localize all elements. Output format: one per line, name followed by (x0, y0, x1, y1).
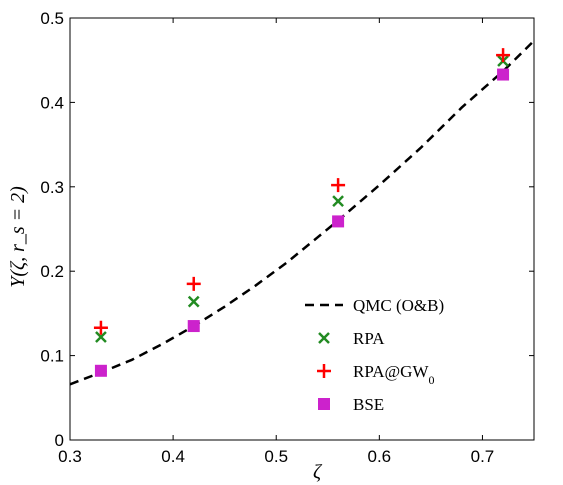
point-rpa (95, 331, 107, 343)
y-tick-label: 0.4 (40, 93, 64, 112)
legend-swatch-rpa-gw (317, 364, 331, 378)
plot-axes (69, 17, 535, 441)
legend-swatch-stroke-b (318, 332, 330, 344)
x-tick-label: 0.5 (264, 447, 288, 466)
point-rpa (187, 295, 200, 308)
point-bse (187, 320, 200, 333)
x-tick-label: 0.3 (58, 447, 82, 466)
point-rpa-stroke-b (95, 331, 107, 343)
legend-label-rpa: RPA (353, 329, 385, 348)
point-rpa-gw (186, 276, 201, 291)
x-tick-label: 0.4 (161, 447, 185, 466)
series-line-qmc-o-b (70, 39, 534, 386)
x-tick-label: 0.6 (368, 447, 392, 466)
tick-labels: 0.3 0.4 0.5 0.6 0.7 0 0.1 0.2 0.3 0.4 0.5 (40, 9, 494, 466)
legend-label-bse: BSE (353, 395, 384, 414)
point-rpa-gw (93, 320, 108, 335)
x-axis-label: ζ (313, 461, 323, 483)
point-rpa-stroke-b (332, 195, 344, 208)
x-tick-label: 0.7 (471, 447, 495, 466)
point-bse (497, 68, 510, 81)
y-axis-label: Υ(ζ, r_s = 2) (7, 186, 29, 288)
legend-label-rpa-gw: RPA@GW0 (353, 362, 435, 387)
y-tick-label: 0.3 (40, 178, 64, 197)
legend-swatch-rpa (318, 332, 330, 344)
point-bse (332, 215, 345, 228)
y-tick-label: 0 (55, 431, 64, 450)
legend-label-subscript: 0 (429, 373, 435, 387)
plot-frame (69, 17, 535, 441)
point-rpa-stroke-b (187, 295, 200, 308)
point-rpa-gw (331, 178, 346, 193)
y-tick-label: 0.2 (40, 262, 64, 281)
y-axis-label-group: Υ(ζ, r_s = 2) (7, 186, 29, 288)
point-rpa (332, 195, 344, 208)
y-tick-label: 0.5 (40, 9, 64, 28)
legend-label-qmc-o-b: QMC (O&B) (353, 296, 444, 315)
point-bse (94, 364, 107, 377)
point-rpa-gw (496, 48, 511, 63)
legend: QMC (O&B) RPA RPA@GW0 BSE (305, 296, 444, 414)
plot-marks (70, 39, 534, 386)
legend-swatch-bse (318, 398, 330, 410)
y-tick-label: 0.1 (40, 347, 64, 366)
